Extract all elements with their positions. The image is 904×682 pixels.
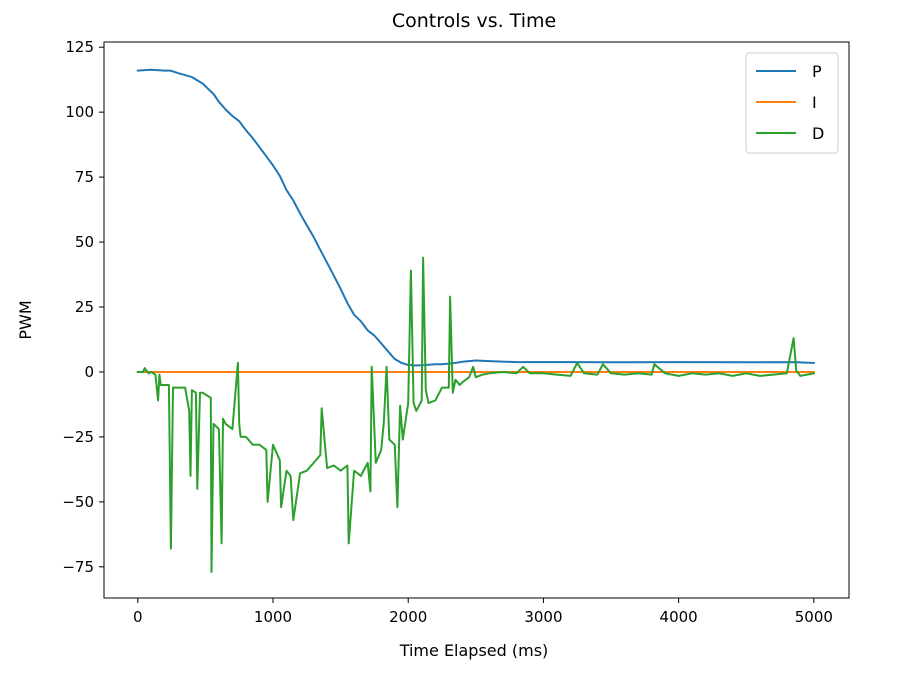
x-tick-label: 5000 xyxy=(795,608,833,626)
series-line-d xyxy=(136,256,815,573)
plot-background xyxy=(104,42,849,598)
y-tick-label: 75 xyxy=(75,168,94,186)
y-tick-label: 50 xyxy=(75,233,94,251)
y-tick-label: 100 xyxy=(65,103,94,121)
legend-label-i: I xyxy=(812,93,817,112)
series-line-p xyxy=(136,68,815,367)
x-tick-label: 0 xyxy=(133,608,143,626)
y-tick-label: −50 xyxy=(62,493,94,511)
y-tick-label: 125 xyxy=(65,38,94,56)
x-axis: 0 1000 2000 3000 4000 5000 xyxy=(133,598,833,626)
x-tick-label: 2000 xyxy=(389,608,427,626)
legend-label-p: P xyxy=(812,62,822,81)
legend: PID xyxy=(745,52,839,154)
plot-frame xyxy=(103,41,850,599)
plot-area xyxy=(103,41,850,599)
x-tick-label: 3000 xyxy=(524,608,562,626)
y-tick-label: 0 xyxy=(84,363,94,381)
y-axis: −75 −50 −25 0 25 50 75 100 125 xyxy=(62,38,104,576)
legend-label-d: D xyxy=(812,124,824,143)
x-axis-label: Time Elapsed (ms) xyxy=(399,641,549,660)
y-axis-label: PWM xyxy=(16,300,35,339)
x-tick-label: 4000 xyxy=(660,608,698,626)
y-tick-label: 25 xyxy=(75,298,94,316)
series-layer xyxy=(136,68,815,573)
y-tick-label: −75 xyxy=(62,558,94,576)
chart-title: Controls vs. Time xyxy=(392,10,556,32)
y-tick-label: −25 xyxy=(62,428,94,446)
x-tick-label: 1000 xyxy=(254,608,292,626)
